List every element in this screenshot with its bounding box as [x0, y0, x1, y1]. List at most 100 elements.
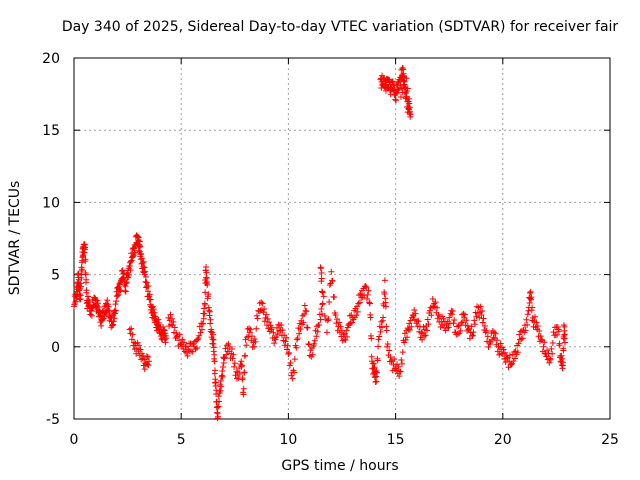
data-point — [163, 335, 170, 342]
data-point-fill — [404, 334, 411, 341]
data-point-fill — [123, 280, 130, 287]
data-point-fill — [211, 351, 218, 358]
data-point — [546, 355, 553, 362]
data-point-fill — [196, 323, 203, 330]
data-point-fill — [113, 298, 120, 305]
data-point-fill — [380, 74, 387, 81]
data-point — [375, 336, 382, 343]
data-point — [259, 300, 266, 307]
x-tick-label: 0 — [70, 432, 79, 448]
data-point-fill — [393, 367, 400, 374]
data-point-fill — [333, 316, 340, 323]
data-point-fill — [387, 354, 394, 361]
data-point-fill — [424, 327, 431, 334]
data-point-fill — [183, 349, 190, 356]
data-point-fill — [341, 330, 348, 337]
data-point-fill — [145, 362, 152, 369]
grid — [74, 58, 610, 419]
data-point-fill — [284, 342, 291, 349]
data-point-fill — [236, 365, 243, 372]
data-points — [71, 65, 568, 422]
data-point-fill — [316, 321, 323, 328]
data-point-fill — [318, 270, 325, 277]
data-point-fill — [126, 271, 133, 278]
data-point-fill — [544, 347, 551, 354]
data-point-fill — [346, 320, 353, 327]
data-point — [538, 336, 545, 343]
data-point-fill — [339, 337, 346, 344]
data-point-fill — [473, 313, 480, 320]
data-point-fill — [246, 325, 253, 332]
data-point-fill — [256, 308, 263, 315]
data-point-fill — [516, 331, 523, 338]
data-point-fill — [524, 311, 531, 318]
y-tick-label: 5 — [51, 268, 60, 284]
data-point-fill — [325, 316, 332, 323]
data-point — [401, 339, 408, 346]
data-point-fill — [343, 327, 350, 334]
data-point-fill — [561, 331, 568, 338]
data-point-fill — [450, 320, 457, 327]
data-point-fill — [561, 323, 568, 330]
data-point-fill — [251, 336, 258, 343]
data-point-fill — [86, 298, 93, 305]
data-point-fill — [127, 258, 134, 265]
data-point-fill — [238, 362, 245, 369]
data-point — [381, 277, 388, 284]
data-point-fill — [329, 277, 336, 284]
data-point — [362, 283, 369, 290]
data-point-fill — [288, 372, 295, 379]
data-point-fill — [379, 324, 386, 331]
data-point-fill — [296, 330, 303, 337]
data-point-fill — [340, 331, 347, 338]
data-point-fill — [303, 308, 310, 315]
data-point-fill — [142, 268, 149, 275]
data-point-fill — [546, 359, 553, 366]
data-point-fill — [514, 349, 521, 356]
data-point-fill — [560, 359, 567, 366]
data-point-fill — [287, 359, 294, 366]
data-point — [208, 326, 215, 333]
data-point-fill — [112, 301, 119, 308]
data-point-fill — [137, 243, 144, 250]
data-point-fill — [271, 340, 278, 347]
data-point — [373, 378, 380, 385]
data-point-fill — [183, 343, 190, 350]
data-point-fill — [205, 291, 212, 298]
data-point-fill — [484, 333, 491, 340]
data-point — [306, 352, 313, 359]
data-point-fill — [333, 320, 340, 327]
data-point-fill — [168, 315, 175, 322]
data-point — [439, 322, 446, 329]
data-point-fill — [137, 346, 144, 353]
data-point-fill — [392, 96, 399, 103]
data-point-fill — [492, 330, 499, 337]
data-point-fill — [502, 359, 509, 366]
data-point-fill — [122, 288, 129, 295]
data-point-fill — [464, 322, 471, 329]
data-point-fill — [140, 263, 147, 270]
data-point-fill — [434, 304, 441, 311]
data-point-fill — [104, 297, 111, 304]
data-point-fill — [306, 341, 313, 348]
data-point — [120, 270, 127, 277]
data-point-fill — [336, 319, 343, 326]
data-point-fill — [141, 264, 148, 271]
data-point-fill — [297, 326, 304, 333]
data-point-fill — [419, 336, 426, 343]
data-point-fill — [348, 312, 355, 319]
data-point-fill — [291, 356, 298, 363]
data-point-fill — [515, 340, 522, 347]
data-point — [328, 268, 335, 275]
data-point-fill — [128, 336, 135, 343]
data-point-fill — [389, 78, 396, 85]
data-point-fill — [279, 327, 286, 334]
data-point-fill — [156, 319, 163, 326]
data-point-fill — [88, 312, 95, 319]
data-point — [384, 343, 391, 350]
data-point-fill — [390, 361, 397, 368]
data-point-fill — [117, 279, 124, 286]
data-point-fill — [354, 308, 361, 315]
data-point-fill — [268, 324, 275, 331]
